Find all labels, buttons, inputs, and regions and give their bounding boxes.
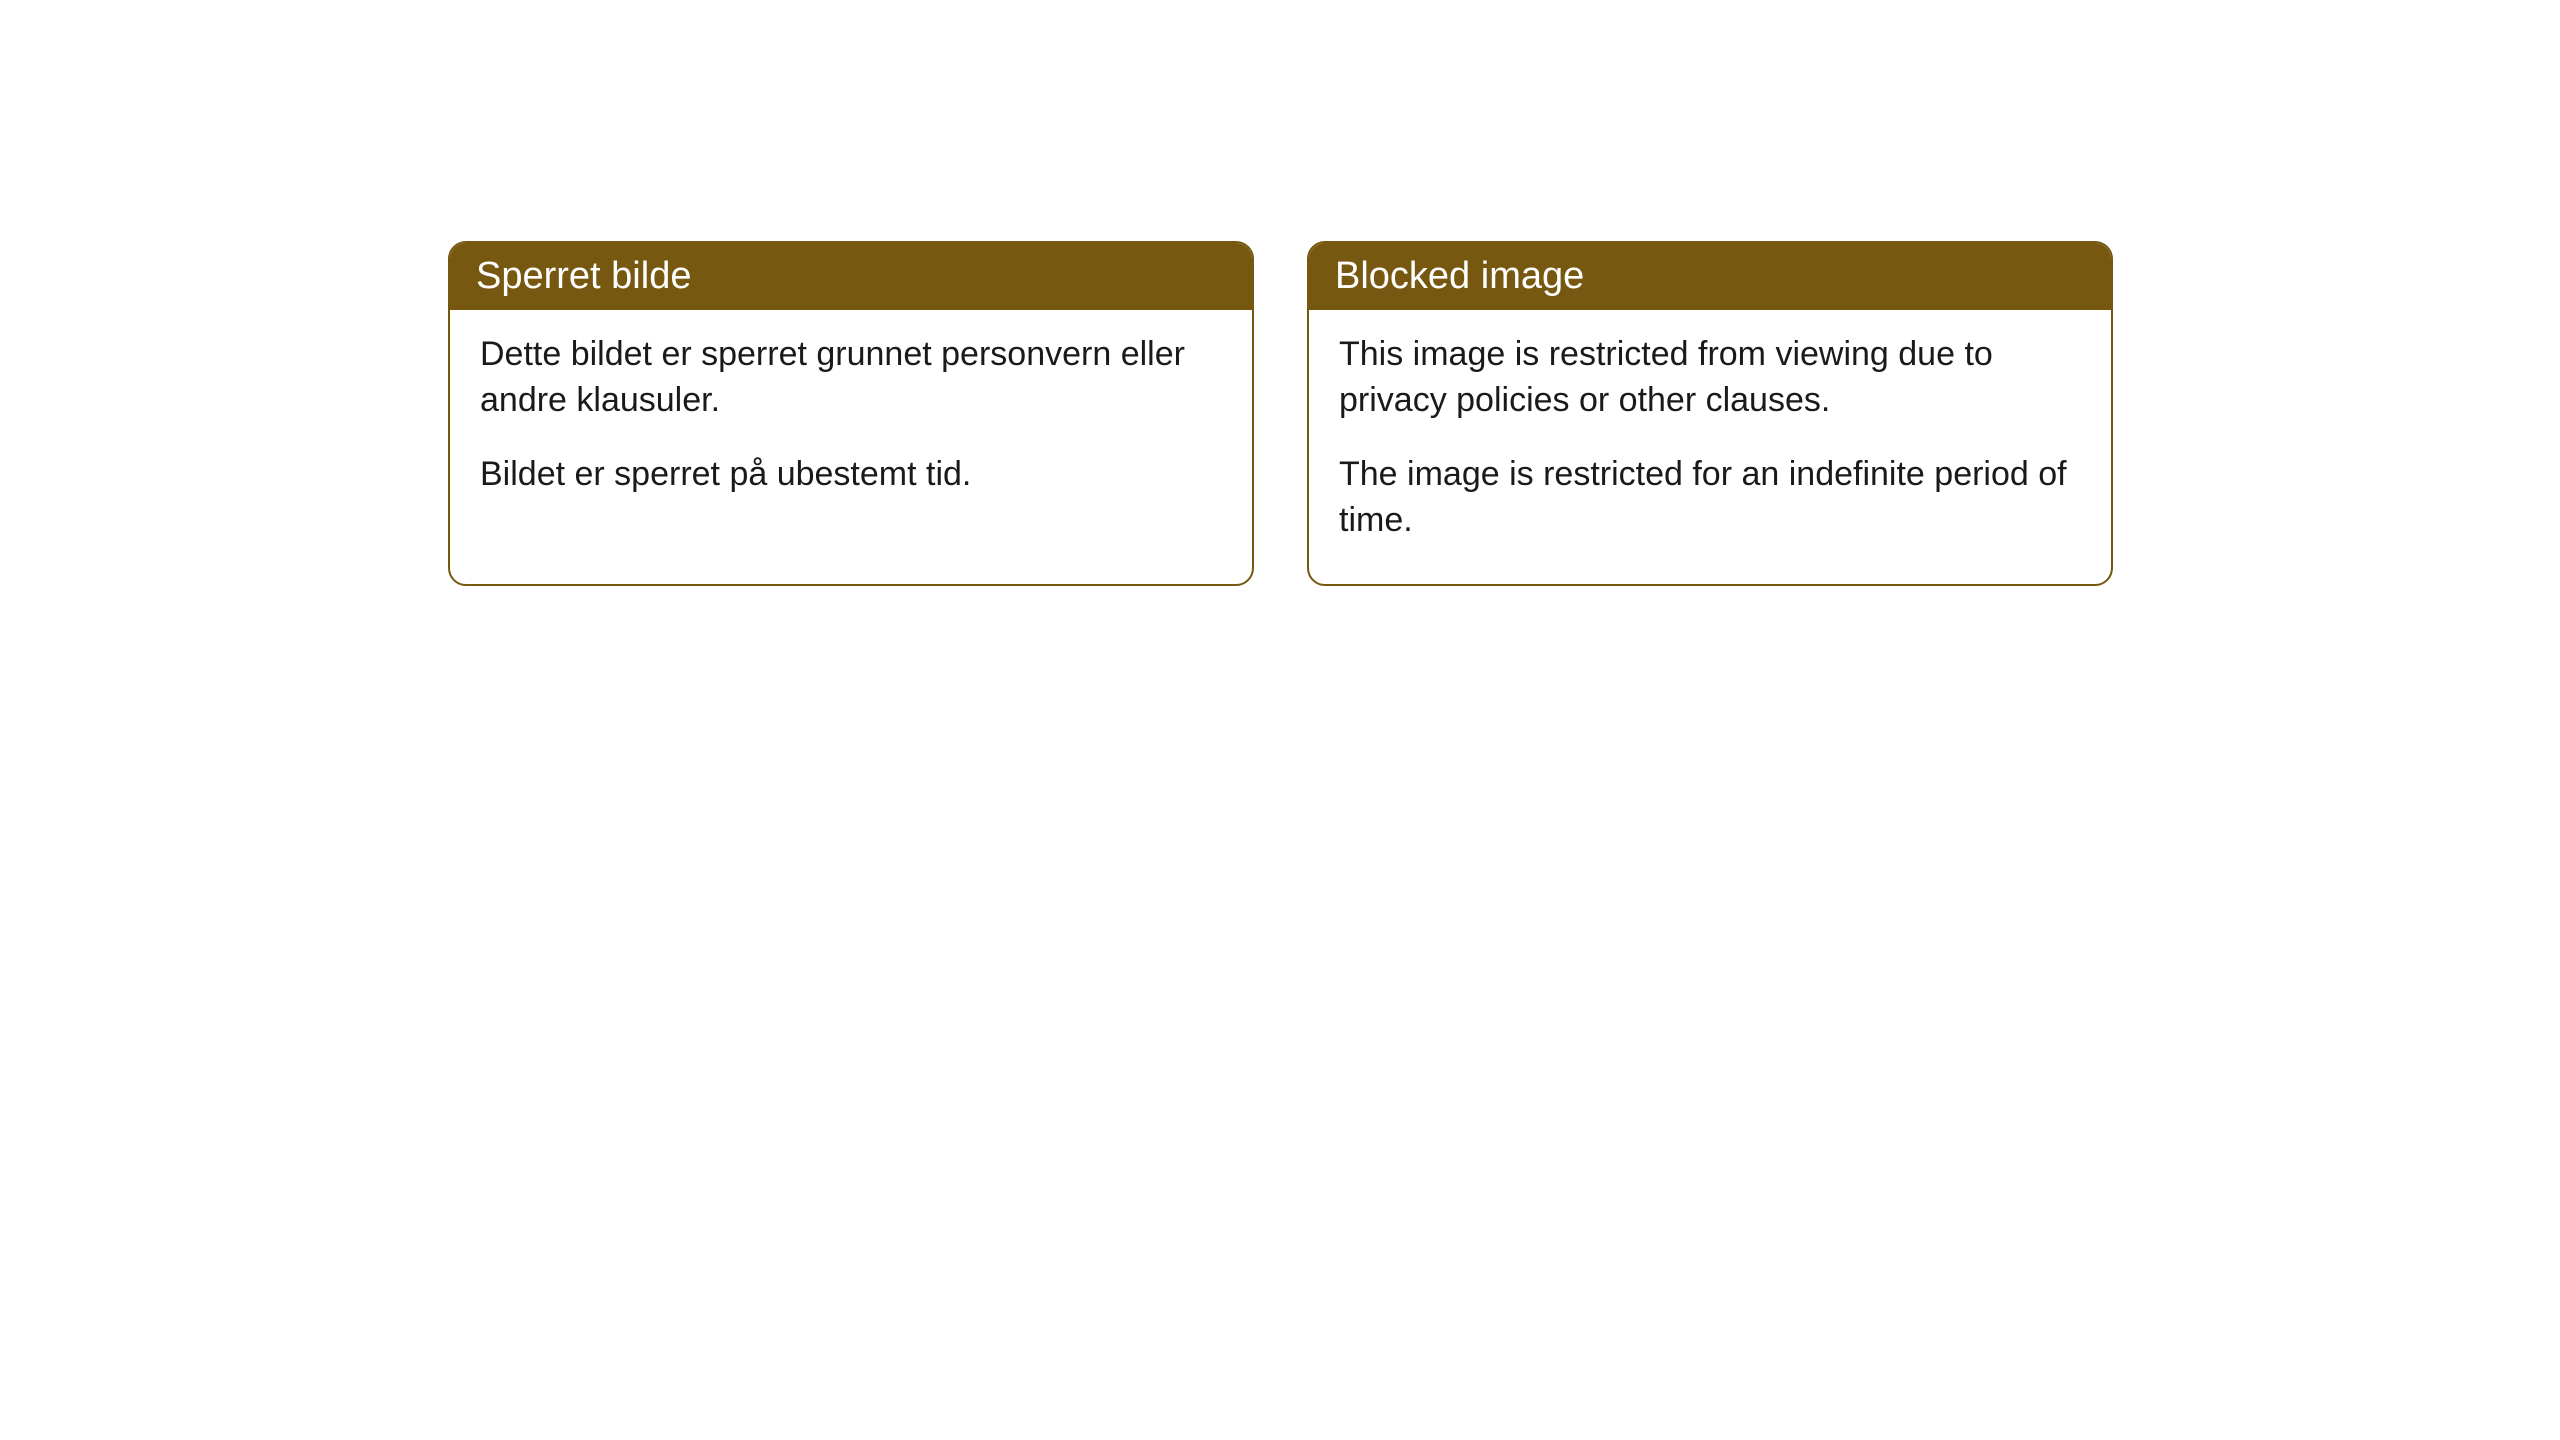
card-title-english: Blocked image bbox=[1335, 255, 1584, 297]
card-text-english-p2: The image is restricted for an indefinit… bbox=[1339, 452, 2081, 544]
blocked-image-card-norwegian: Sperret bilde Dette bildet er sperret gr… bbox=[448, 241, 1254, 586]
card-header-norwegian: Sperret bilde bbox=[450, 243, 1252, 310]
card-text-norwegian-p2: Bildet er sperret på ubestemt tid. bbox=[480, 452, 1222, 498]
card-title-norwegian: Sperret bilde bbox=[476, 255, 691, 297]
card-text-norwegian-p1: Dette bildet er sperret grunnet personve… bbox=[480, 332, 1222, 424]
card-body-norwegian: Dette bildet er sperret grunnet personve… bbox=[450, 310, 1252, 538]
card-body-english: This image is restricted from viewing du… bbox=[1309, 310, 2111, 584]
cards-container: Sperret bilde Dette bildet er sperret gr… bbox=[448, 241, 2113, 586]
card-text-english-p1: This image is restricted from viewing du… bbox=[1339, 332, 2081, 424]
card-header-english: Blocked image bbox=[1309, 243, 2111, 310]
blocked-image-card-english: Blocked image This image is restricted f… bbox=[1307, 241, 2113, 586]
